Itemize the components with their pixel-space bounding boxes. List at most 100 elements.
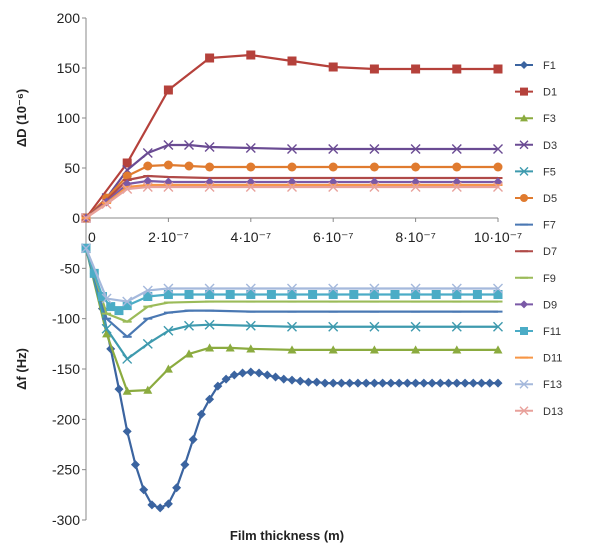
data-point: [279, 374, 289, 384]
data-point: [493, 162, 503, 172]
data-point: [184, 161, 194, 171]
x-tick-label: 10·10⁻⁷: [474, 229, 522, 245]
series-line-d11: [85, 183, 498, 219]
data-point: [468, 378, 478, 388]
legend-entry-d9: D9: [515, 299, 557, 311]
x-tick-label: 6·10⁻⁷: [313, 229, 353, 245]
legend-label: D9: [543, 299, 557, 311]
data-point: [184, 140, 194, 150]
data-point: [287, 321, 297, 332]
data-point: [122, 296, 133, 307]
data-point: [328, 62, 338, 72]
y-tick-label: -250: [52, 462, 80, 478]
data-point: [419, 378, 429, 388]
data-point: [369, 182, 380, 192]
series-f5: [81, 243, 503, 364]
series-line-d1: [85, 53, 498, 219]
data-point: [246, 290, 256, 300]
data-point: [225, 290, 235, 300]
legend-label: D3: [543, 140, 557, 152]
series-f9: [81, 247, 503, 323]
data-point: [122, 386, 132, 395]
data-point: [180, 460, 190, 470]
data-point: [386, 378, 396, 388]
legend-label: F13: [543, 379, 562, 391]
y-tick-label: -100: [52, 311, 80, 327]
legend-label: D13: [543, 406, 563, 418]
data-point: [287, 144, 297, 154]
data-point: [303, 377, 313, 387]
legend-marker: [519, 140, 529, 150]
legend-entry-d5: D5: [515, 193, 557, 205]
data-point: [246, 367, 256, 377]
data-point: [188, 434, 198, 444]
data-point: [143, 161, 153, 171]
y-tick-label: 100: [57, 110, 81, 126]
data-point: [204, 142, 215, 152]
y-tick-label: -200: [52, 411, 80, 427]
data-point: [308, 290, 318, 300]
data-point: [163, 325, 174, 336]
data-point: [493, 378, 503, 388]
data-point: [184, 349, 194, 358]
data-point: [163, 182, 174, 192]
data-point: [411, 290, 421, 300]
data-point: [493, 64, 503, 74]
data-point: [97, 292, 107, 302]
data-point: [143, 292, 153, 302]
data-point: [163, 499, 173, 509]
data-point: [122, 184, 133, 194]
x-tick-label: 8·10⁻⁷: [395, 229, 435, 245]
data-point: [287, 162, 297, 172]
data-point: [493, 283, 503, 294]
data-point: [196, 409, 206, 419]
legend-entry-f13: F13: [515, 379, 562, 391]
series-d1: [81, 50, 503, 223]
data-point: [155, 503, 165, 513]
data-point: [390, 290, 400, 300]
legend-marker: [520, 87, 528, 96]
legend-entry-d3: D3: [515, 140, 557, 152]
data-point: [369, 162, 379, 172]
legend-label: D5: [543, 193, 557, 205]
data-point: [163, 160, 173, 170]
data-point: [142, 338, 153, 349]
series-layer: [81, 50, 503, 513]
data-point: [452, 345, 462, 354]
data-point: [287, 283, 297, 294]
data-point: [295, 376, 305, 386]
data-point: [262, 370, 272, 380]
legend-marker: [519, 379, 529, 389]
data-point: [245, 182, 256, 192]
legend-entry-f7: F7: [515, 220, 556, 232]
legend-label: F1: [543, 60, 556, 72]
data-point: [411, 378, 421, 388]
data-point: [451, 182, 462, 192]
data-point: [410, 321, 421, 332]
series-line-f7: [84, 247, 498, 338]
data-point: [320, 378, 330, 388]
legend-entry-d11: D11: [515, 353, 562, 365]
data-point: [205, 343, 215, 352]
data-point: [369, 345, 379, 354]
y-tick-label: 150: [57, 60, 81, 76]
y-tick-label: -300: [52, 512, 80, 528]
data-point: [328, 144, 339, 154]
data-point: [451, 144, 462, 154]
data-point: [287, 375, 297, 385]
legend-label: D1: [543, 87, 557, 99]
data-point: [204, 319, 215, 330]
data-point: [435, 378, 445, 388]
data-point: [402, 378, 412, 388]
series-f11: [81, 243, 503, 316]
legend-marker: [520, 194, 528, 202]
data-point: [328, 345, 338, 354]
data-point: [122, 158, 132, 168]
data-point: [485, 378, 495, 388]
legend-entry-d13: D13: [515, 406, 563, 418]
legend-label: F3: [543, 113, 556, 125]
data-point: [205, 162, 215, 172]
series-f13: [81, 243, 503, 307]
data-point: [139, 485, 149, 495]
data-point: [328, 162, 338, 172]
